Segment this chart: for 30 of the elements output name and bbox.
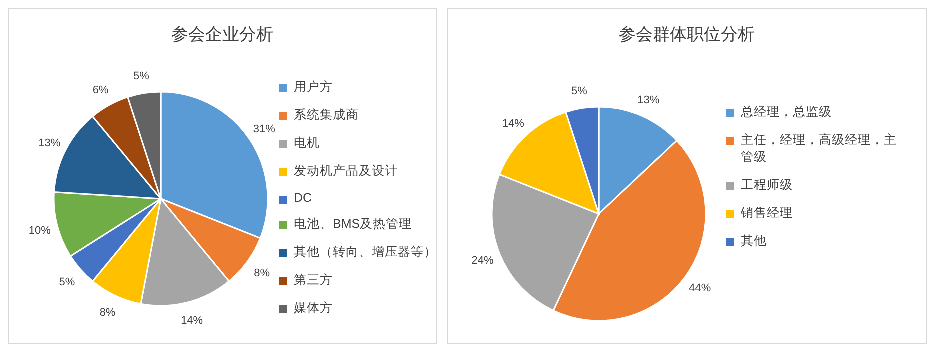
data-label: 5% [59,276,76,289]
chart-title: 参会群体职位分析 [618,24,756,46]
legend-label: 用户方 [294,79,333,96]
legend-label: 第三方 [294,272,333,289]
legend-label: 其他 [741,233,767,250]
data-label: 14% [181,315,204,328]
legend-label: 发动机产品及设计 [294,163,398,180]
data-label: 10% [28,225,52,238]
data-label: 44% [689,282,712,294]
data-label: 8% [254,267,270,280]
data-label: 13% [38,137,61,150]
data-label: 8% [100,307,116,320]
data-label: 14% [502,118,525,130]
legend-label: 销售经理 [741,205,793,222]
legend-label: 电池、BMS及热管理 [294,216,412,233]
legend-label: DC [294,191,312,205]
legend-label: 总经理，总监级 [741,104,832,121]
data-label: 6% [92,84,109,96]
data-label: 5% [133,70,150,83]
data-label: 5% [571,86,588,98]
chart-title: 参会企业分析 [170,24,274,46]
legend-label: 系统集成商 [294,107,359,124]
data-label: 13% [638,94,660,106]
legend-label: 媒体方 [294,300,333,317]
data-label: 31% [253,124,276,136]
legend-label: 其他（转向、增压器等） [294,244,437,261]
legend-label: 主任，经理，高级经理，主管级 [741,132,898,166]
data-label: 24% [472,255,494,268]
legend-label: 电机 [294,135,320,152]
legend-label: 工程师级 [741,177,793,194]
